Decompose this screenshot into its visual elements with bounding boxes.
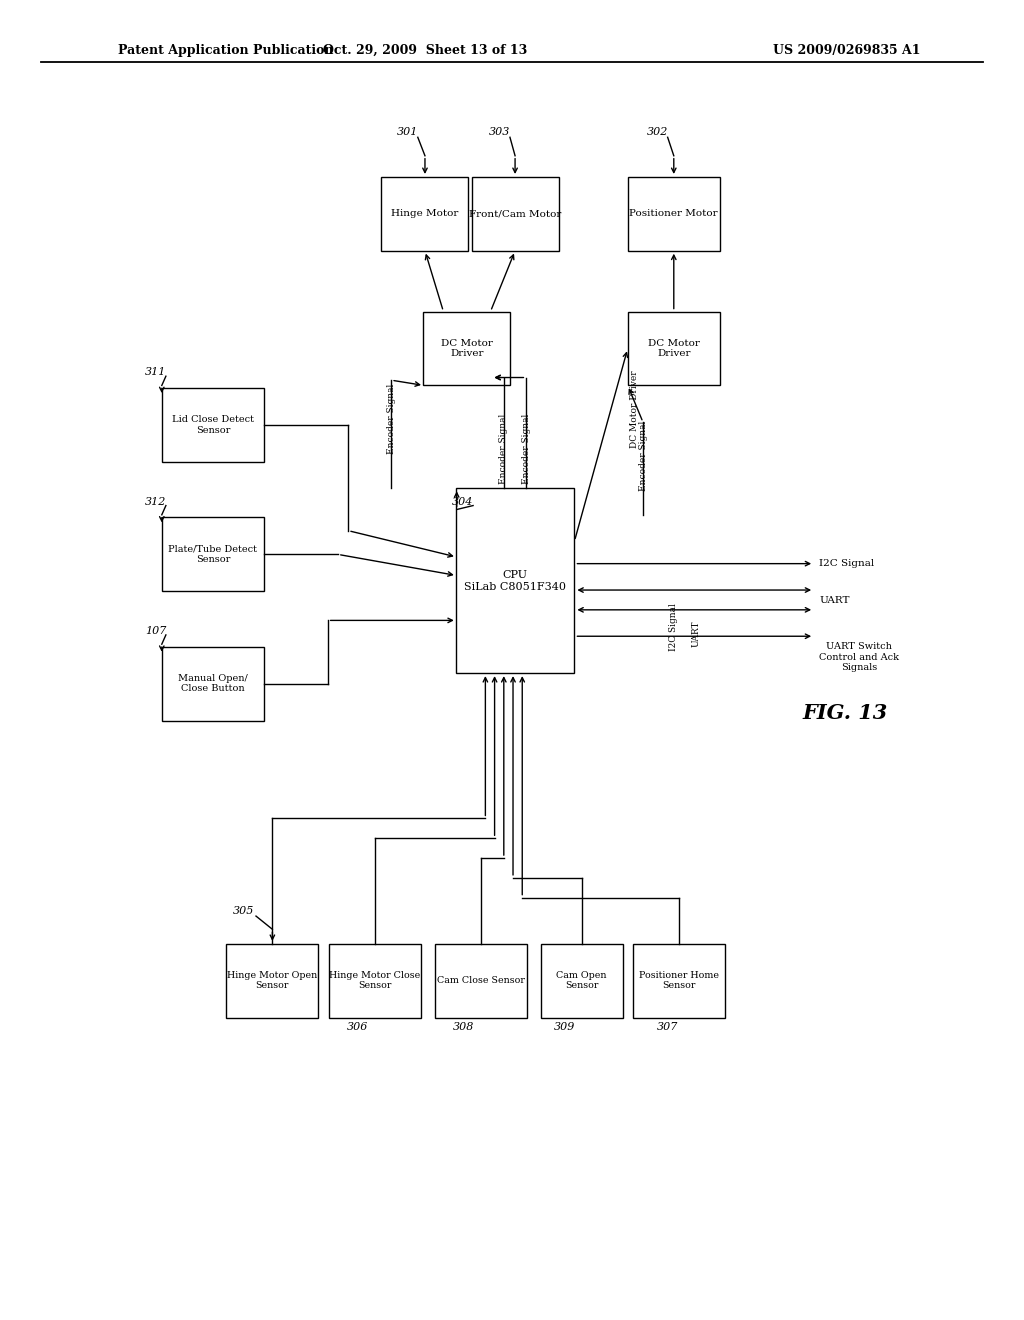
FancyBboxPatch shape	[435, 944, 527, 1018]
Text: 304: 304	[453, 496, 473, 507]
Text: UART Switch
Control and Ack
Signals: UART Switch Control and Ack Signals	[819, 643, 899, 672]
FancyBboxPatch shape	[633, 944, 725, 1018]
FancyBboxPatch shape	[424, 312, 511, 385]
Text: 312: 312	[145, 496, 166, 507]
Text: Cam Close Sensor: Cam Close Sensor	[437, 977, 525, 985]
Text: Encoder Signal: Encoder Signal	[639, 420, 647, 491]
Text: Hinge Motor: Hinge Motor	[391, 210, 459, 218]
FancyBboxPatch shape	[162, 647, 264, 721]
Text: UART: UART	[819, 597, 850, 605]
FancyBboxPatch shape	[541, 944, 623, 1018]
Text: 301: 301	[397, 127, 418, 137]
Text: 305: 305	[233, 906, 254, 916]
Text: Patent Application Publication: Patent Application Publication	[118, 44, 333, 57]
Text: DC Motor
Driver: DC Motor Driver	[441, 339, 493, 358]
Text: Encoder Signal: Encoder Signal	[387, 383, 395, 454]
FancyBboxPatch shape	[457, 488, 573, 673]
Text: Oct. 29, 2009  Sheet 13 of 13: Oct. 29, 2009 Sheet 13 of 13	[323, 44, 527, 57]
Text: 306: 306	[347, 1022, 368, 1032]
Text: Hinge Motor Close
Sensor: Hinge Motor Close Sensor	[329, 972, 421, 990]
FancyBboxPatch shape	[329, 944, 421, 1018]
Text: 309: 309	[554, 1022, 574, 1032]
Text: US 2009/0269835 A1: US 2009/0269835 A1	[773, 44, 921, 57]
Text: I2C Signal: I2C Signal	[819, 560, 874, 568]
Text: Hinge Motor Open
Sensor: Hinge Motor Open Sensor	[227, 972, 317, 990]
FancyBboxPatch shape	[162, 517, 264, 591]
Text: Encoder Signal: Encoder Signal	[500, 413, 508, 484]
Text: Positioner Motor: Positioner Motor	[630, 210, 718, 218]
Text: DC Motor Driver: DC Motor Driver	[631, 371, 639, 447]
FancyBboxPatch shape	[628, 312, 720, 385]
FancyBboxPatch shape	[628, 177, 720, 251]
Text: I2C Signal: I2C Signal	[670, 603, 678, 651]
FancyBboxPatch shape	[226, 944, 318, 1018]
FancyBboxPatch shape	[381, 177, 469, 251]
Text: 307: 307	[657, 1022, 678, 1032]
Text: DC Motor
Driver: DC Motor Driver	[648, 339, 699, 358]
Text: 308: 308	[454, 1022, 474, 1032]
Text: Cam Open
Sensor: Cam Open Sensor	[556, 972, 607, 990]
FancyBboxPatch shape	[162, 388, 264, 462]
Text: Manual Open/
Close Button: Manual Open/ Close Button	[178, 675, 248, 693]
Text: Plate/Tube Detect
Sensor: Plate/Tube Detect Sensor	[169, 545, 257, 564]
Text: Encoder Signal: Encoder Signal	[522, 413, 530, 484]
Text: Front/Cam Motor: Front/Cam Motor	[469, 210, 561, 218]
Text: Lid Close Detect
Sensor: Lid Close Detect Sensor	[172, 416, 254, 434]
Text: UART: UART	[692, 620, 700, 647]
Text: FIG. 13: FIG. 13	[802, 702, 888, 723]
Text: 311: 311	[145, 367, 166, 378]
Text: Positioner Home
Sensor: Positioner Home Sensor	[639, 972, 719, 990]
Text: 303: 303	[489, 127, 510, 137]
Text: 302: 302	[647, 127, 668, 137]
Text: 107: 107	[145, 626, 166, 636]
FancyBboxPatch shape	[471, 177, 559, 251]
Text: CPU
SiLab C8051F340: CPU SiLab C8051F340	[464, 570, 566, 591]
